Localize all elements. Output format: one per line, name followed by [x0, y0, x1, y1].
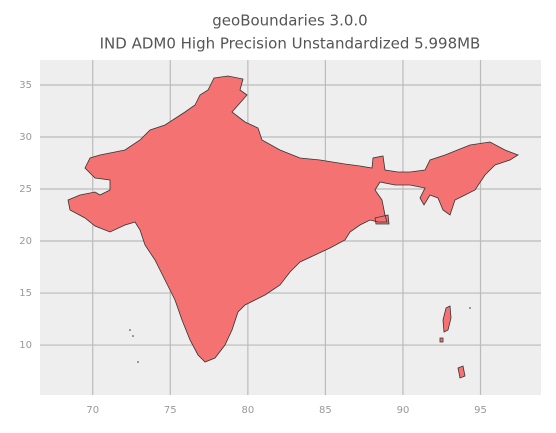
- y-tick-label: 35: [19, 80, 32, 91]
- country-shape: [67, 75, 519, 379]
- x-tick-label: 80: [241, 405, 254, 416]
- x-tick-label: 85: [319, 405, 332, 416]
- island: [137, 361, 139, 363]
- x-tick-label: 75: [164, 405, 177, 416]
- map: [67, 75, 519, 379]
- y-tick-label: 30: [19, 132, 32, 143]
- y-tick-label: 25: [19, 184, 32, 195]
- island: [132, 335, 134, 337]
- island: [129, 329, 131, 331]
- chart-title: geoBoundaries 3.0.0: [212, 12, 367, 30]
- y-tick-label: 15: [19, 288, 32, 299]
- y-tick-label: 20: [19, 236, 32, 247]
- x-tick-label: 95: [474, 405, 487, 416]
- x-tick-label: 90: [397, 405, 410, 416]
- island: [469, 307, 471, 309]
- x-tick-label: 70: [86, 405, 99, 416]
- y-tick-label: 10: [19, 340, 32, 351]
- chart-subtitle: IND ADM0 High Precision Unstandardized 5…: [100, 35, 481, 53]
